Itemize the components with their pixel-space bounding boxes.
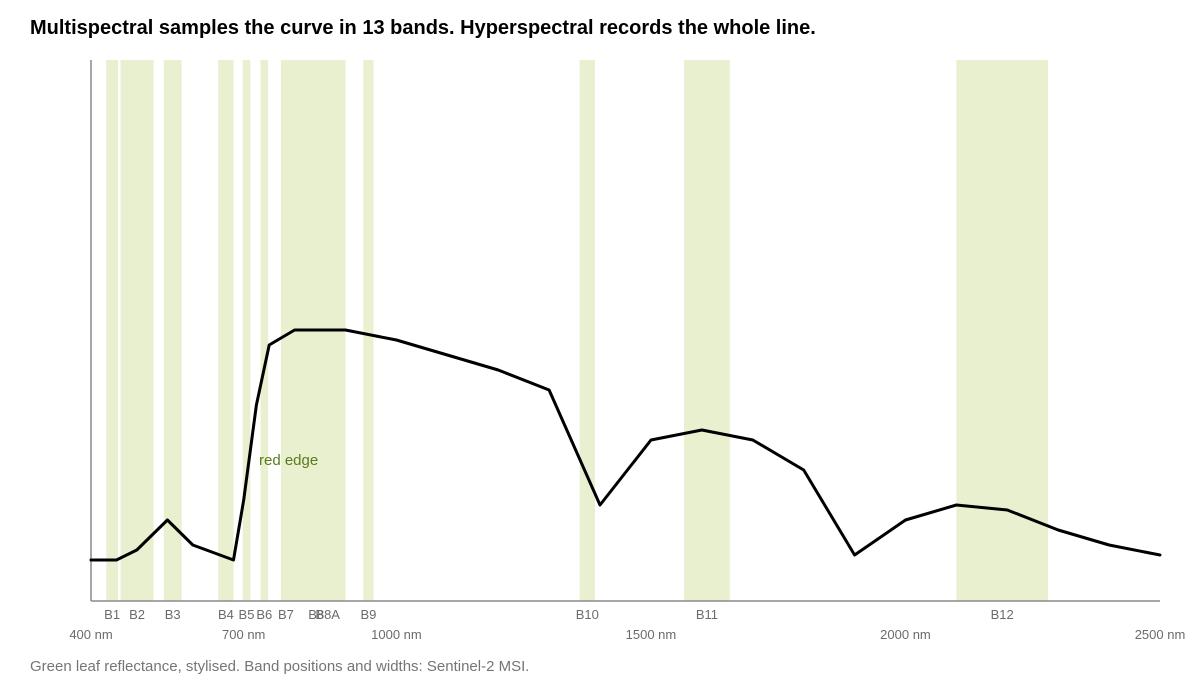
x-tick-label: 1500 nm xyxy=(626,627,677,642)
x-tick-label: 400 nm xyxy=(69,627,112,642)
annotation-red-edge: red edge xyxy=(259,452,318,469)
x-tick-label: 1000 nm xyxy=(371,627,422,642)
x-tick-label: 2500 nm xyxy=(1135,627,1186,642)
axes-layer xyxy=(90,60,1160,602)
band-b9 xyxy=(363,60,374,601)
band-label-b11: B11 xyxy=(696,607,718,622)
band-b7 xyxy=(280,60,292,601)
band-label-b5: B5 xyxy=(239,607,255,622)
band-label-b3: B3 xyxy=(165,607,181,622)
band-label-b7: B7 xyxy=(278,607,294,622)
band-b6 xyxy=(260,60,269,601)
reflectance-curve-line xyxy=(89,328,1162,562)
band-b10 xyxy=(579,60,595,601)
band-label-b10: B10 xyxy=(576,607,599,622)
band-label-b1: B1 xyxy=(104,607,120,622)
band-label-b12: B12 xyxy=(991,607,1014,622)
band-b2 xyxy=(120,60,154,601)
band-b11 xyxy=(684,60,730,601)
band-label-b2: B2 xyxy=(129,607,145,622)
band-b3 xyxy=(163,60,182,601)
x-tick-label: 700 nm xyxy=(222,627,265,642)
band-b5 xyxy=(242,60,251,601)
band-label-b8: B8 xyxy=(308,607,324,622)
x-tick-label: 2000 nm xyxy=(880,627,931,642)
band-label-b8a: B8A xyxy=(315,607,340,622)
band-b4 xyxy=(218,60,234,601)
chart-title: Multispectral samples the curve in 13 ba… xyxy=(30,17,816,39)
curve-layer xyxy=(89,328,1162,562)
chart-caption: Green leaf reflectance, stylised. Band p… xyxy=(30,658,530,675)
band-label-b6: B6 xyxy=(256,607,272,622)
band-label-b4: B4 xyxy=(218,607,234,622)
band-b1 xyxy=(106,60,118,601)
band-label-b9: B9 xyxy=(360,607,376,622)
